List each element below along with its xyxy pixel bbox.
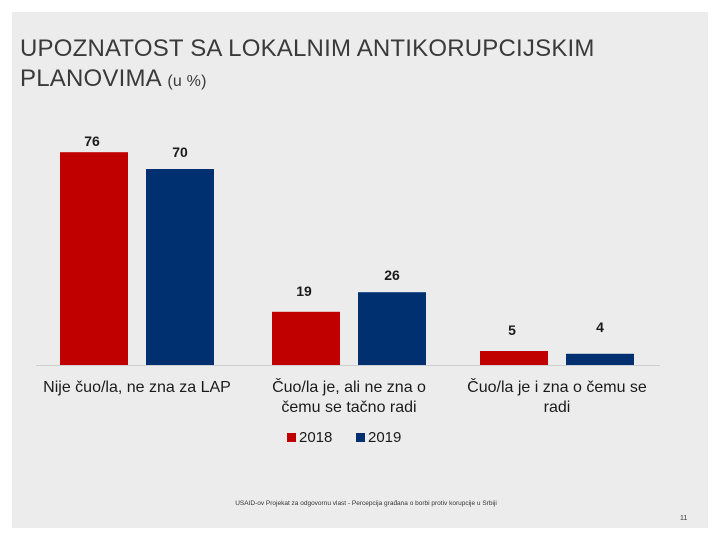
bar-2019-cat3 xyxy=(566,353,634,365)
category-label-3-line2: radi xyxy=(544,399,571,416)
title-text: UPOZNATOST SA LOKALNIM ANTIKORUPCIJSKIM … xyxy=(20,35,595,92)
bar-2018-cat3 xyxy=(480,351,548,365)
bar-2018-cat2 xyxy=(272,311,340,365)
data-label-2019-cat3: 4 xyxy=(596,319,604,335)
bar-2018-cat1 xyxy=(60,152,128,365)
category-label-1-line1: Nije čuo/la, ne zna za LAP xyxy=(43,379,231,396)
footer-source: USAID-ov Projekat za odgovornu vlast - P… xyxy=(235,500,497,507)
legend-swatch-2019 xyxy=(356,433,365,442)
data-label-2018-cat2: 19 xyxy=(296,283,312,299)
data-label-2019-cat1: 70 xyxy=(172,144,188,160)
legend-label-2019: 2019 xyxy=(368,429,401,446)
title-unit: (u %) xyxy=(167,73,207,90)
legend-swatch-2018 xyxy=(287,433,296,442)
legend-label-2018: 2018 xyxy=(299,429,332,446)
data-label-2018-cat3: 5 xyxy=(508,322,516,338)
category-label-3-line1: Čuo/la je i zna o čemu se xyxy=(467,377,647,396)
category-label-2-line1: Čuo/la je, ali ne zna o xyxy=(272,377,426,396)
data-label-2019-cat2: 26 xyxy=(384,267,400,283)
slide-title: UPOZNATOST SA LOKALNIM ANTIKORUPCIJSKIM … xyxy=(20,34,660,97)
bar-2019-cat1 xyxy=(146,169,214,365)
bar-2019-cat2 xyxy=(358,292,426,365)
category-label-2-line2: čemu se tačno radi xyxy=(281,399,416,416)
page-number: 11 xyxy=(680,515,688,522)
data-label-2018-cat1: 76 xyxy=(84,133,100,149)
